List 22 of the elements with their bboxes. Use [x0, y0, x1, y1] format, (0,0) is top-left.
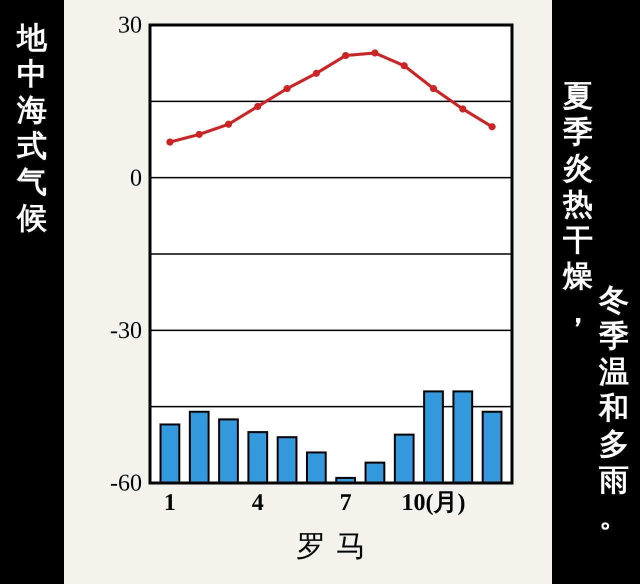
point — [284, 85, 291, 92]
point — [400, 62, 408, 70]
y-tick-label: 30 — [118, 12, 142, 39]
text: 地中海式气候 — [15, 21, 48, 236]
y-tick-label: 0 — [130, 165, 142, 192]
point — [371, 49, 378, 57]
x-tick-label: 7 — [340, 490, 352, 516]
x-tick-label: 10(月) — [402, 490, 466, 516]
point — [430, 85, 438, 92]
y-tick-label: -30 — [110, 318, 142, 344]
point — [459, 105, 466, 113]
x-axis-title: 罗 马 — [296, 529, 366, 564]
point — [196, 130, 203, 138]
point — [224, 120, 232, 128]
y-tick-label: -60 — [110, 470, 142, 497]
x-tick-label: 4 — [252, 490, 264, 516]
point — [342, 52, 350, 60]
point — [166, 138, 174, 146]
x-tick-label: 1 — [164, 490, 176, 516]
point — [488, 123, 496, 130]
point — [254, 102, 262, 110]
point — [312, 70, 320, 77]
